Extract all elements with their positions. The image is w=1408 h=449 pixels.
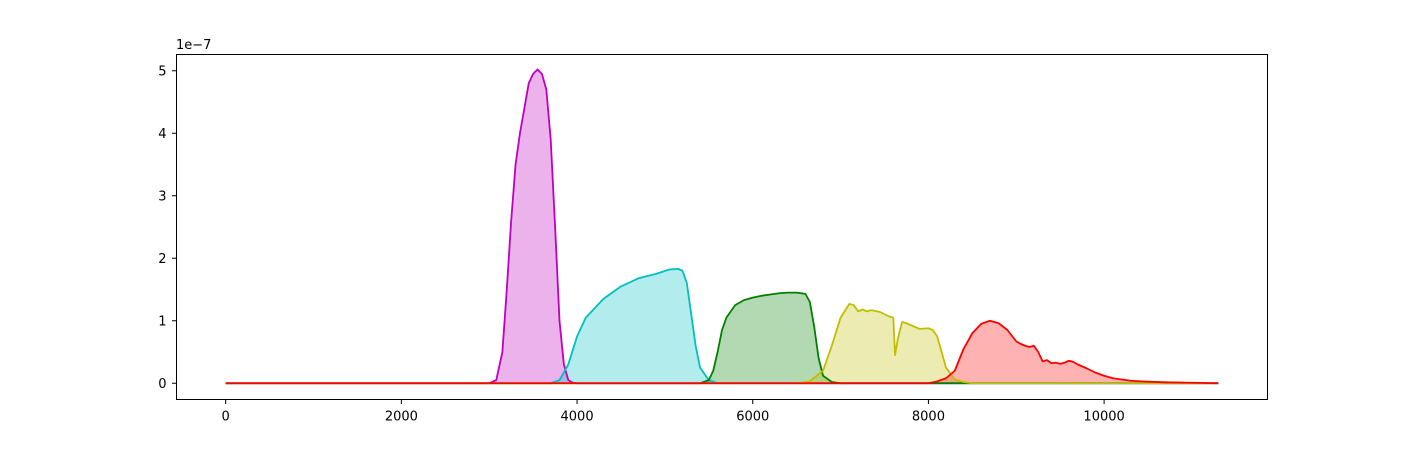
series-5-line xyxy=(225,319,1219,385)
y-tick-label: 2 xyxy=(158,252,166,267)
x-tick-label: 10000 xyxy=(1083,410,1124,425)
x-tick-label: 8000 xyxy=(912,410,945,425)
plot-frame xyxy=(176,54,1268,400)
series-layer xyxy=(225,68,1219,385)
y-offset-label: 1e−7 xyxy=(176,38,211,53)
series-1-line xyxy=(225,68,1219,385)
series-3-line xyxy=(225,291,1219,385)
series-2-line xyxy=(225,267,1219,385)
x-tick-label: 4000 xyxy=(561,410,594,425)
y-axis: 0 1 2 3 4 5 xyxy=(158,64,177,392)
series-3-fill xyxy=(225,292,1219,384)
x-tick-label: 0 xyxy=(222,410,230,425)
y-tick-label: 4 xyxy=(158,127,166,142)
x-tick-label: 2000 xyxy=(385,410,418,425)
y-tick-label: 0 xyxy=(158,377,166,392)
series-4-line xyxy=(225,302,1219,385)
x-axis: 0 2000 4000 6000 8000 10000 xyxy=(222,399,1125,425)
series-5-fill xyxy=(225,320,1219,384)
x-tick-label: 6000 xyxy=(736,410,769,425)
y-tick-label: 5 xyxy=(158,64,166,79)
y-tick-label: 1 xyxy=(158,314,166,329)
y-tick-label: 3 xyxy=(158,189,166,204)
